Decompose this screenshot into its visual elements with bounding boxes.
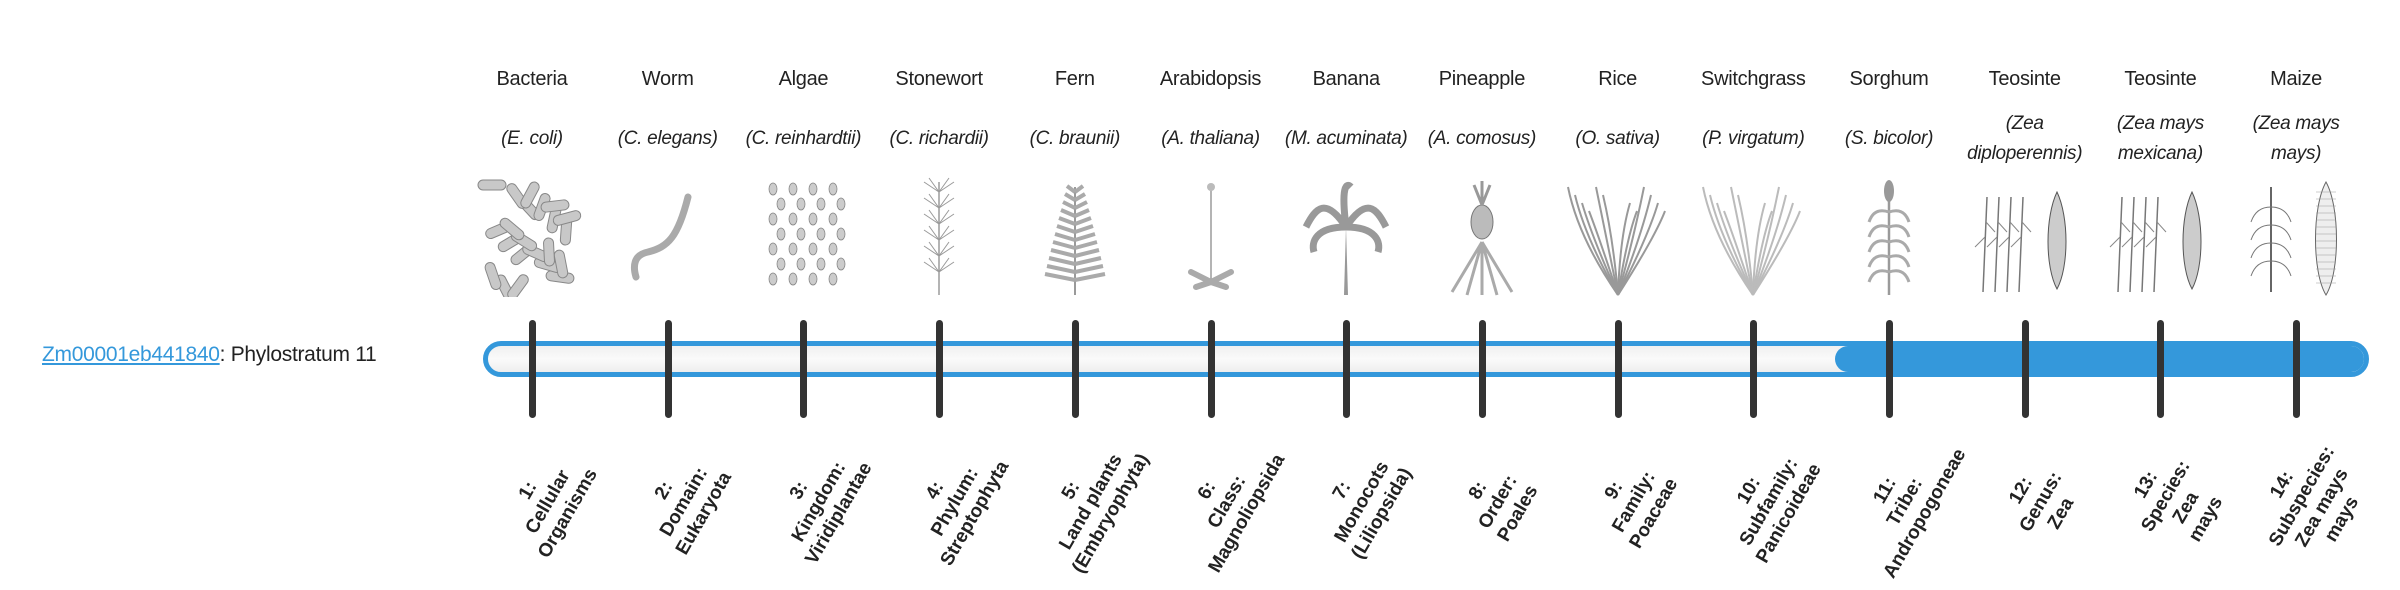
phylostratum-fill [1834,346,2364,372]
taxonomic-rank-label: 4: Phylum: Streptophyta [888,420,1023,584]
species-label: (Zea mays mays) [2252,113,2340,164]
phylostratum-tick [1071,320,1079,418]
organism-species: (A. thaliana) [1143,104,1279,174]
gene-id-link[interactable]: Zm00001eb441840 [42,343,220,366]
switchgrass-icon [1685,177,1821,297]
organism-name: Bacteria [496,68,568,90]
species-label: (C. reinhardtii) [745,128,862,149]
species-label: (C. braunii) [1029,128,1121,149]
organism-species: (M. acuminata) [1278,104,1414,174]
organism-name: Sorghum [1849,68,1929,90]
species-label: (S. bicolor) [1844,128,1934,149]
organism-species: (C. richardii) [871,104,1007,174]
organism-species: (Zea mays mexicana) [2092,104,2228,174]
taxonomic-rank-label: 2: Domain: Eukaryota [616,420,751,584]
organism-species: (C. braunii) [1007,104,1143,174]
organism-species: (C. reinhardtii) [735,104,871,174]
organism-name: Banana [1312,68,1380,90]
taxonomic-rank-label: 11: Tribe: Andropogoneae [1838,420,1973,584]
taxonomic-rank-label: 10: Subfamily: Panicoideae [1702,420,1837,584]
phylostratum-tick [2021,320,2029,418]
species-label: (P. virgatum) [1702,128,1805,149]
organism-species: (E. coli) [464,104,600,174]
taxonomic-rank-label: 9: Family: Poaceae [1566,420,1701,584]
phylostratum-tick [2157,320,2165,418]
worm-icon [600,177,736,297]
organism-name: Teosinte [2124,68,2197,90]
taxonomic-rank-label: 14: Subspecies: Zea mays mays [2235,414,2390,590]
organism-name: Worm [641,68,694,90]
organism-name: Pineapple [1438,68,1526,90]
species-label: (E. coli) [501,128,563,149]
taxonomic-rank-label: 13: Species: Zea mays [2099,414,2254,590]
species-label: (C. elegans) [617,128,718,149]
phylostratum-tick [1750,320,1758,418]
pineapple-icon [1414,177,1550,297]
rod-bacteria-icon [464,177,600,302]
species-label: (M. acuminata) [1284,128,1408,149]
organism-name: Stonewort [895,68,983,90]
taxonomic-rank-label: 3: Kingdom: Viridiplantae [752,420,887,584]
taxonomic-rank-label: 6: Class: Magnoliopsida [1159,420,1294,584]
stonewort-icon [871,177,1007,297]
organism-species: (Zea mays mays) [2228,104,2364,174]
phylostratum-tick [1614,320,1622,418]
organism-species: (A. comosus) [1414,104,1550,174]
species-label: (Zea mays mexicana) [2116,113,2204,164]
species-label: (O. sativa) [1575,128,1660,149]
phylostratum-tick [664,320,672,418]
organism-species: (O. sativa) [1550,104,1686,174]
phylostratum-tick [529,320,536,418]
organism-species: (Zea diploperennis) [1957,104,2093,174]
gene-label: Zm00001eb441840: Phylostratum 11 [42,343,377,367]
phylostratum-bar [483,341,2369,377]
organism-name: Maize [2270,68,2323,90]
sorghum-icon [1821,177,1957,297]
organism-species: (C. elegans) [600,104,736,174]
taxonomic-rank-label: 5: Land plants (Embryophyta) [1023,420,1158,584]
phylostratum-tick [800,320,808,418]
organism-name: Fern [1054,68,1095,90]
taxonomic-rank-label: 1: Cellular Organisms [481,420,616,584]
taxonomic-rank-label: 7: Monocots (Liliopsida) [1295,420,1430,584]
phylostratum-tick [1886,320,1893,418]
phylostratum-tick [936,320,944,418]
organism-name: Algae [778,68,829,90]
phylostratum-tick [1343,320,1351,418]
phylostratum-tick [1207,320,1215,418]
organism-name: Arabidopsis [1159,68,1262,90]
species-label: (C. richardii) [889,128,989,149]
maize-icon [2228,177,2364,297]
organism-species: (P. virgatum) [1685,104,1821,174]
organism-name: Teosinte [1988,68,2061,90]
species-label: (A. thaliana) [1161,128,1260,149]
phylostratum-tick [1478,320,1486,418]
fern-icon [1007,177,1143,297]
organism-name: Switchgrass [1701,68,1806,90]
algae-cells-icon [735,177,871,297]
banana-plant-icon [1278,177,1414,297]
organism-species: (S. bicolor) [1821,104,1957,174]
species-label: (Zea diploperennis) [1967,113,2083,164]
species-label: (A. comosus) [1427,128,1537,149]
organism-name: Rice [1598,68,1637,90]
phylostratum-text: : Phylostratum 11 [219,343,377,366]
phylostratum-tick [2293,320,2301,418]
teosinte-icon [1957,177,2093,297]
taxonomic-rank-label: 12: Genus: Zea [1973,420,2108,584]
arabidopsis-icon [1143,177,1279,297]
rice-plant-icon [1550,177,1686,297]
taxonomic-rank-label: 8: Order: Poales [1431,420,1566,584]
teosinte-icon [2092,177,2228,297]
